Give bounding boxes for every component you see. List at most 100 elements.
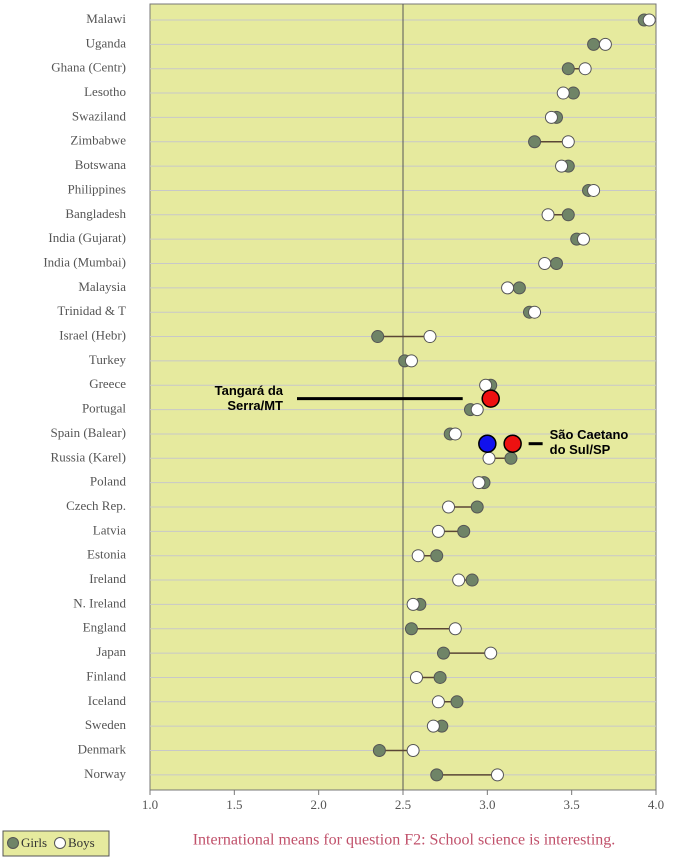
dot <box>490 768 504 782</box>
y-tick-label: Finland <box>86 668 126 683</box>
dot <box>409 670 423 684</box>
dot <box>436 646 450 660</box>
dot <box>561 135 575 149</box>
dot <box>528 135 542 149</box>
y-tick-label: Turkey <box>89 352 127 367</box>
dot <box>541 208 555 222</box>
y-tick-label: Israel (Hebr) <box>59 328 126 343</box>
y-tick-label: Japan <box>96 644 126 659</box>
dot <box>465 573 479 587</box>
dot <box>528 305 542 319</box>
x-tick-label: 2.0 <box>311 797 327 812</box>
dot <box>561 208 575 222</box>
y-tick-label: Portugal <box>82 401 126 416</box>
dot <box>406 744 420 757</box>
dot <box>448 622 462 636</box>
dot <box>549 257 563 270</box>
dot <box>426 719 440 733</box>
legend-dot <box>7 837 19 849</box>
y-tick-label: Lesotho <box>84 84 126 99</box>
y-tick-label: Trinidad & T <box>57 303 126 318</box>
dot <box>430 768 444 782</box>
dot <box>404 622 418 636</box>
dot <box>404 354 418 368</box>
dot <box>501 281 515 295</box>
dot <box>556 86 570 100</box>
y-tick-label: India (Gujarat) <box>48 230 126 245</box>
y-tick-label: Poland <box>90 474 127 489</box>
y-tick-label: Malaysia <box>78 279 126 294</box>
dot <box>484 646 498 660</box>
dot <box>372 744 386 757</box>
x-tick-label: 3.0 <box>479 797 495 812</box>
annotation-dot <box>481 389 500 408</box>
annotation-label: São Caetano <box>550 427 629 442</box>
annotation-dot <box>478 434 497 453</box>
y-tick-label: Sweden <box>85 717 127 732</box>
dot <box>430 549 444 563</box>
dot <box>457 524 471 538</box>
y-tick-label: India (Mumbai) <box>43 254 126 269</box>
y-tick-label: Czech Rep. <box>66 498 126 513</box>
y-tick-label: Greece <box>89 376 126 391</box>
y-tick-label: Denmark <box>78 741 127 756</box>
y-tick-label: Russia (Karel) <box>51 449 126 464</box>
dot <box>504 451 518 465</box>
dot <box>482 451 496 465</box>
dot <box>470 500 484 514</box>
x-tick-label: 1.0 <box>142 797 158 812</box>
y-tick-label: Iceland <box>88 693 127 708</box>
y-tick-label: N. Ireland <box>73 595 126 610</box>
y-tick-label: Swaziland <box>72 108 127 123</box>
dot <box>555 159 569 173</box>
dot <box>512 281 526 295</box>
legend-dot <box>54 837 66 849</box>
dot <box>561 62 575 76</box>
x-tick-label: 4.0 <box>648 797 664 812</box>
y-tick-label: Spain (Balear) <box>51 425 126 440</box>
y-tick-label: Botswana <box>75 157 127 172</box>
dot <box>423 330 437 344</box>
caption: International means for question F2: Sch… <box>193 832 616 849</box>
dot <box>431 695 445 709</box>
y-tick-label: Ghana (Centr) <box>51 60 126 75</box>
legend-label: Girls <box>21 835 47 850</box>
annotation-label: Serra/MT <box>227 398 283 413</box>
dot <box>544 110 558 124</box>
x-tick-label: 3.5 <box>564 797 580 812</box>
y-tick-label: Bangladesh <box>65 206 126 221</box>
dot <box>448 427 462 441</box>
y-tick-label: Zimbabwe <box>70 133 126 148</box>
dot <box>598 37 612 51</box>
y-tick-label: Estonia <box>87 547 126 562</box>
y-tick-label: Malawi <box>86 11 126 26</box>
dot <box>587 37 601 51</box>
legend-label: Boys <box>68 835 95 850</box>
dot <box>442 500 456 514</box>
dot <box>587 183 601 197</box>
dot <box>538 257 552 270</box>
x-tick-label: 2.5 <box>395 797 411 812</box>
dot <box>450 695 464 709</box>
annotation-label: do Sul/SP <box>550 442 611 457</box>
y-tick-label: Norway <box>84 766 126 781</box>
dot <box>433 670 447 684</box>
dot <box>411 549 425 563</box>
dot <box>576 232 590 246</box>
y-tick-label: England <box>83 620 127 635</box>
y-tick-label: Ireland <box>89 571 126 586</box>
annotation-dot <box>503 434 522 453</box>
y-tick-label: Uganda <box>86 35 127 50</box>
dot <box>642 13 656 27</box>
y-tick-label: Philippines <box>67 181 126 196</box>
y-tick-label: Latvia <box>93 522 126 537</box>
dot <box>578 62 592 76</box>
x-tick-label: 1.5 <box>226 797 242 812</box>
dot <box>472 476 486 490</box>
dot <box>470 403 484 417</box>
dot <box>452 573 466 587</box>
dot <box>406 597 420 611</box>
dot <box>431 524 445 538</box>
annotation-label: Tangará da <box>215 383 284 398</box>
